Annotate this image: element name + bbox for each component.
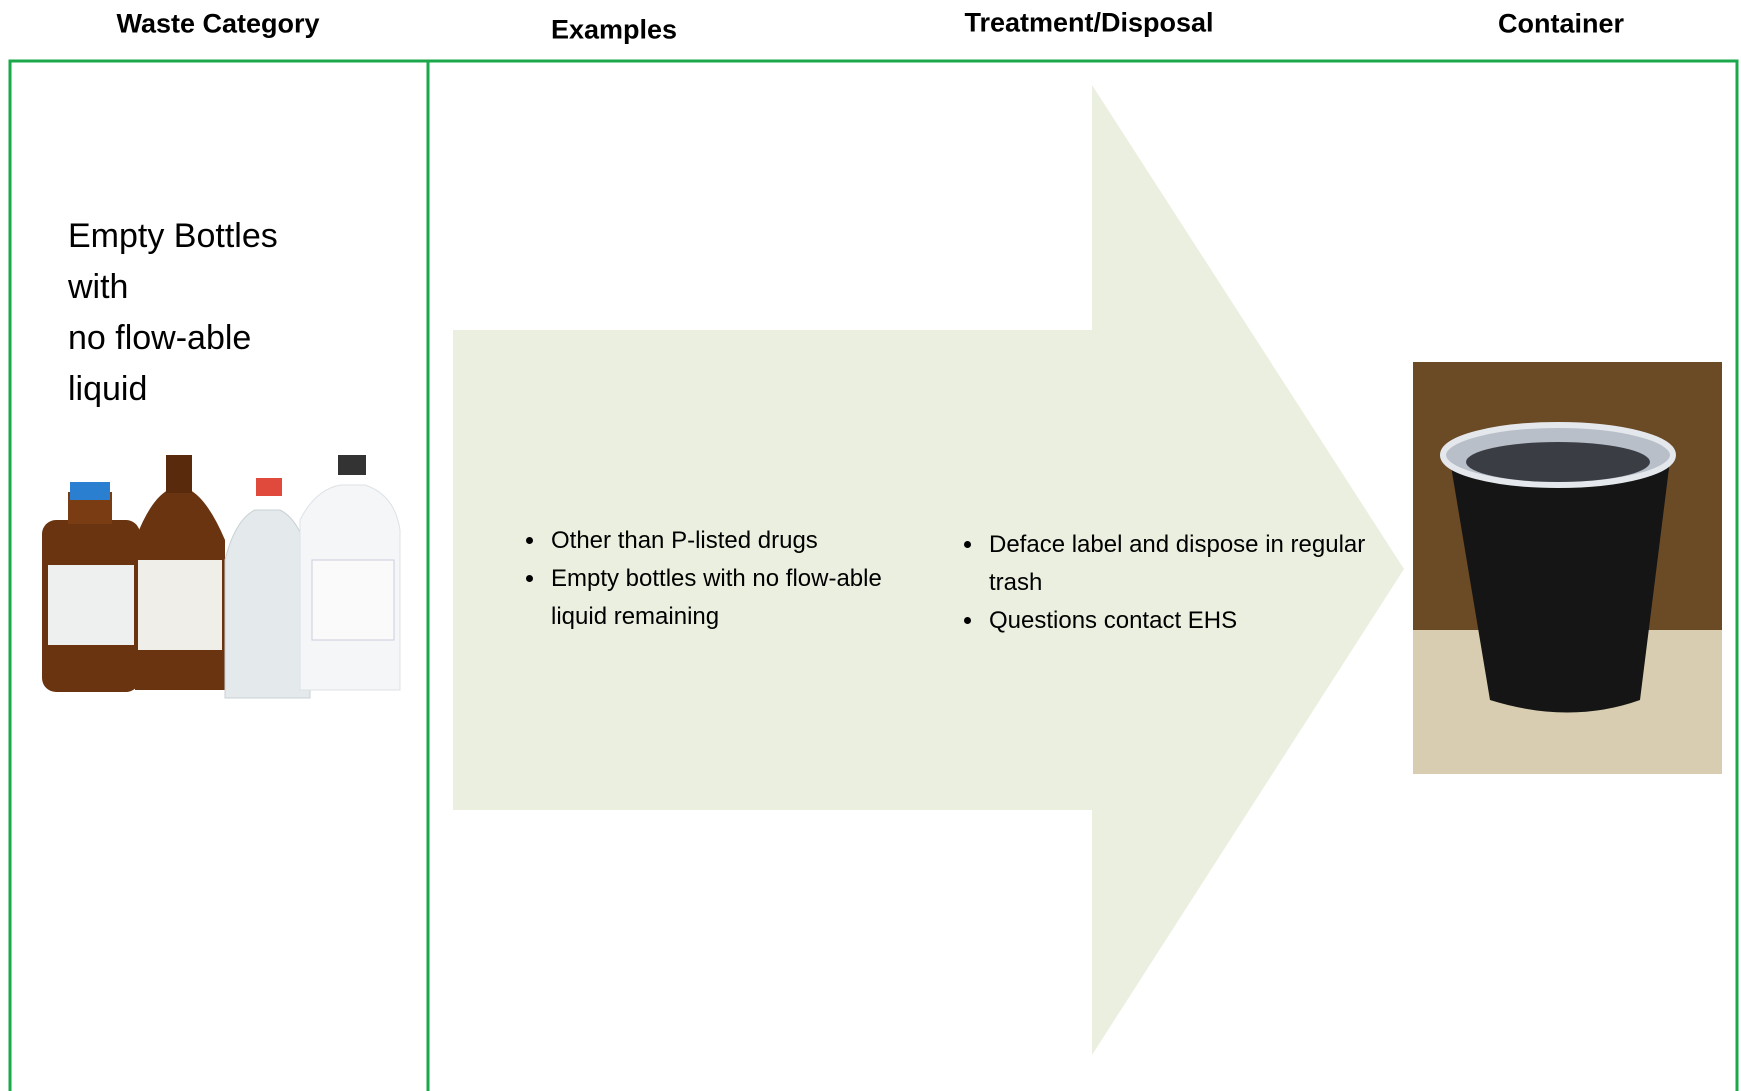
column-header: Examples [550,14,678,45]
category-line: Empty Bottles [68,217,278,255]
category-line: no flow-able [68,319,252,357]
waste-category: Empty Bottles with no flow-able liquid [68,211,278,415]
trash-can-image [1413,362,1722,774]
column-header: Waste Category [116,8,320,39]
treatment-item: Deface label and dispose in regular tras… [985,526,1385,602]
treatment-list: Deface label and dispose in regular tras… [947,526,1385,640]
treatment-item: Questions contact EHS [985,602,1385,640]
category-line: liquid [68,370,148,408]
examples-list: Other than P-listed drugsEmpty bottles w… [509,522,937,636]
bottles-image [42,455,401,699]
arrow [453,85,1404,1055]
example-item: Other than P-listed drugs [547,522,937,560]
category-line: with [68,268,129,306]
table-border [8,59,1739,1091]
column-header: Treatment/Disposal [964,7,1214,38]
column-header: Container [1497,8,1625,39]
example-item: Empty bottles with no flow-able liquid r… [547,560,937,636]
